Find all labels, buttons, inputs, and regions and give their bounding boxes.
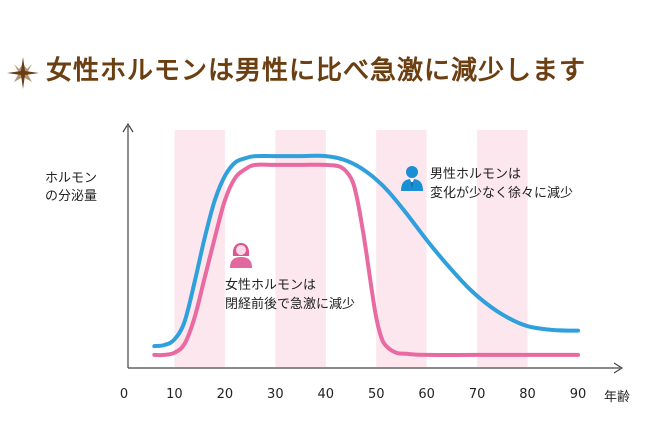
shaded-band-50-60 (376, 130, 427, 367)
x-tick-label-20: 20 (217, 387, 234, 402)
x-tick-label-40: 40 (318, 387, 335, 402)
female-annotation-line2: 閉経前後で急激に減少 (225, 297, 356, 312)
shaded-band-30-40 (275, 130, 326, 367)
x-axis-arrow (613, 362, 624, 374)
y-axis-arrow (122, 122, 134, 133)
series-lines (152, 153, 580, 358)
x-tick-label-70: 70 (469, 387, 486, 402)
male-annotation-line2: 変化が少なく徐々に減少 (430, 186, 574, 201)
shaded-band-70-80 (477, 130, 528, 367)
male-annotation: 男性ホルモンは 変化が少なく徐々に減少 (430, 165, 573, 203)
page-title: 女性ホルモンは男性に比べ急激に減少します (46, 56, 587, 86)
x-tick-label-0: 0 (120, 387, 128, 402)
x-tick-label-30: 30 (267, 387, 284, 402)
male-hormone-line (152, 153, 580, 349)
x-tick-label-80: 80 (519, 387, 536, 402)
x-tick-label-50: 50 (368, 387, 385, 402)
shaded-bands (174, 130, 528, 367)
x-tick-label-10: 10 (166, 387, 183, 402)
y-axis-label-line2: の分泌量 (45, 189, 98, 204)
x-axis-label: 年齢 (604, 390, 631, 405)
male-annotation-line1: 男性ホルモンは (430, 167, 522, 182)
male-person-icon (401, 166, 423, 191)
female-hormone-line (152, 162, 580, 358)
female-annotation-line1: 女性ホルモンは (225, 278, 317, 293)
axes (122, 122, 624, 374)
female-annotation: 女性ホルモンは 閉経前後で急激に減少 (225, 276, 355, 314)
x-tick-label-60: 60 (418, 387, 435, 402)
y-axis-label: ホルモン の分泌量 (45, 170, 97, 206)
female-person-icon (230, 243, 252, 268)
x-tick-label-90: 90 (570, 387, 587, 402)
sparkle-icon (7, 57, 39, 89)
x-tick-labels: 0 10 20 30 40 50 60 70 80 90 (120, 387, 586, 402)
y-axis-label-line1: ホルモン (45, 171, 98, 186)
